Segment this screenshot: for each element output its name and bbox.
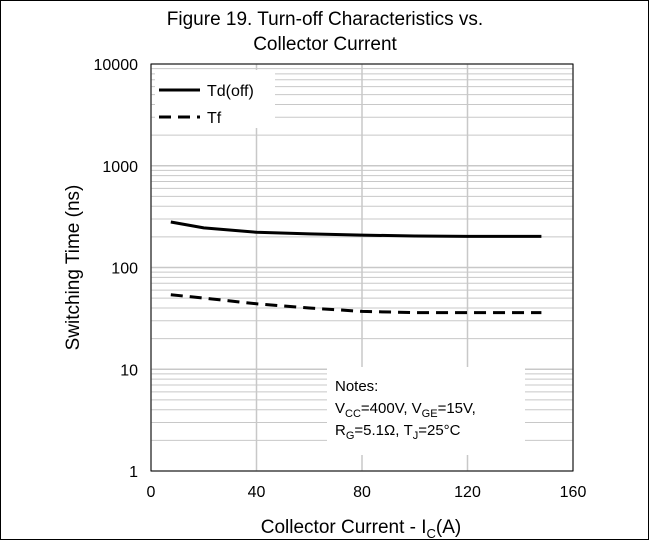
notes-line: VCC=400V, VGE=15V,: [335, 400, 476, 420]
notes-text: V: [335, 400, 345, 417]
notes-line: Notes:: [335, 378, 378, 395]
notes-box: [327, 367, 525, 455]
notes-subscript: G: [346, 430, 355, 442]
notes-subscript: GE: [422, 408, 438, 420]
x-axis-label-unit: (A): [436, 517, 461, 538]
x-tick-label: 120: [454, 484, 481, 501]
x-tick-label: 40: [248, 484, 266, 501]
legend: Td(off) Tf: [155, 70, 275, 128]
series-line-tf: [170, 293, 542, 315]
notes-text: Notes:: [335, 378, 378, 395]
legend-box: [155, 70, 275, 128]
y-tick-label: 1000: [102, 159, 138, 176]
series-line-td-off: [170, 220, 542, 238]
y-tick-label: 100: [111, 261, 138, 278]
x-tick-label: 80: [353, 484, 371, 501]
notes-subscript: J: [413, 430, 419, 442]
notes-subscript: CC: [345, 408, 361, 420]
y-axis-label: Switching Time (ns): [63, 185, 84, 351]
y-tick-label: 10000: [94, 57, 139, 74]
legend-label: Tf: [207, 110, 222, 127]
chart-title: Figure 19. Turn-off Characteristics vs.: [167, 9, 483, 30]
x-axis-label-main: Collector Current - I: [261, 517, 427, 538]
legend-label: Td(off): [207, 83, 254, 100]
x-axis-label-sub: C: [427, 526, 436, 541]
x-axis-label: Collector Current - IC(A): [261, 517, 462, 541]
plot-frame: [150, 63, 574, 472]
notes-text: R: [335, 422, 346, 439]
x-tick-label: 160: [560, 484, 587, 501]
notes-text: =25°C: [418, 422, 460, 439]
notes-text: =5.1Ω, T: [354, 422, 412, 439]
notes-text: =15V,: [438, 400, 476, 417]
y-tick-label: 10: [120, 362, 138, 379]
x-tick-label: 0: [147, 484, 156, 501]
y-tick-label: 1: [129, 464, 138, 481]
notes-text: =400V, V: [361, 400, 422, 417]
chart-title: Collector Current: [253, 34, 397, 55]
notes-line: RG=5.1Ω, TJ=25°C: [335, 422, 461, 442]
